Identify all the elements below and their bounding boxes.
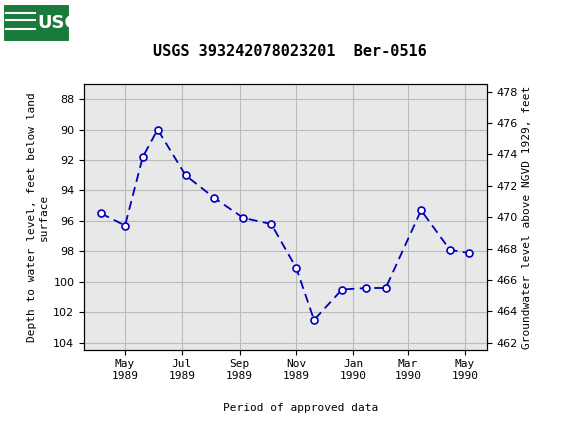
Text: Period of approved data: Period of approved data xyxy=(223,402,379,413)
Text: USGS: USGS xyxy=(38,14,93,31)
Y-axis label: Groundwater level above NGVD 1929, feet: Groundwater level above NGVD 1929, feet xyxy=(523,86,532,349)
Text: USGS 393242078023201  Ber-0516: USGS 393242078023201 Ber-0516 xyxy=(153,44,427,59)
FancyBboxPatch shape xyxy=(3,3,70,42)
Y-axis label: Depth to water level, feet below land
surface: Depth to water level, feet below land su… xyxy=(27,92,49,342)
